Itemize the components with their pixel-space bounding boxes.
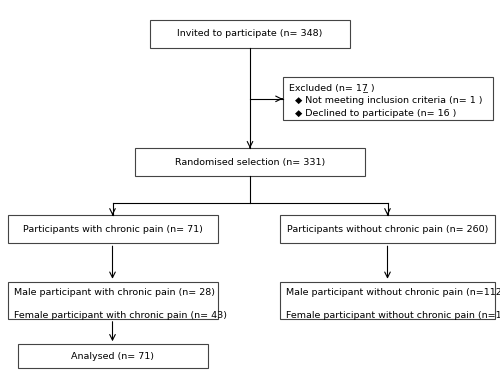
Text: ◆ Declined to participate (n= 16 ): ◆ Declined to participate (n= 16 ) — [288, 109, 456, 118]
Text: Female participant without chronic pain (n=148): Female participant without chronic pain … — [286, 311, 500, 320]
Text: Analysed (n= 71): Analysed (n= 71) — [71, 352, 154, 361]
FancyBboxPatch shape — [280, 215, 495, 243]
FancyBboxPatch shape — [8, 282, 218, 319]
FancyBboxPatch shape — [282, 77, 492, 120]
FancyBboxPatch shape — [135, 148, 365, 176]
FancyBboxPatch shape — [280, 282, 495, 319]
Text: Female participant with chronic pain (n= 43): Female participant with chronic pain (n=… — [14, 311, 226, 320]
FancyBboxPatch shape — [150, 19, 350, 47]
Text: Male participant with chronic pain (n= 28): Male participant with chronic pain (n= 2… — [14, 288, 214, 297]
Text: Excluded (n= 17̲ ): Excluded (n= 17̲ ) — [288, 83, 374, 92]
Text: Randomised selection (n= 331): Randomised selection (n= 331) — [175, 158, 325, 167]
FancyBboxPatch shape — [8, 215, 218, 243]
Text: Invited to participate (n= 348): Invited to participate (n= 348) — [178, 29, 322, 38]
Text: Participants with chronic pain (n= 71): Participants with chronic pain (n= 71) — [22, 225, 203, 234]
Text: Participants without chronic pain (n= 260): Participants without chronic pain (n= 26… — [287, 225, 488, 234]
Text: ◆ Not meeting inclusion criteria (n= 1 ): ◆ Not meeting inclusion criteria (n= 1 ) — [288, 96, 482, 105]
FancyBboxPatch shape — [18, 344, 208, 369]
Text: Male participant without chronic pain (n=112): Male participant without chronic pain (n… — [286, 288, 500, 297]
